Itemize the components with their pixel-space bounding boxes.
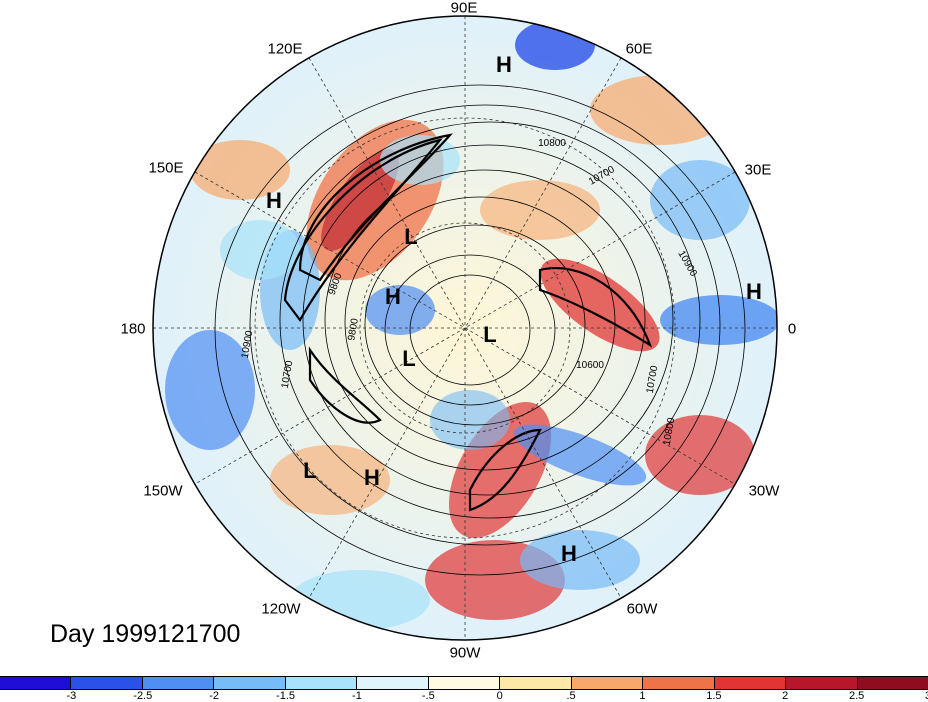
colorbar-swatch [214,677,286,689]
contour-label: 10900 [240,329,256,359]
colorbar-swatch [714,677,787,689]
pressure-center-l: L [483,322,496,347]
pressure-center-l: L [402,346,415,371]
colorbar-swatch [571,677,644,689]
colorbar-tick-label: -2 [209,690,220,702]
lon-label-60e: 60E [625,40,653,58]
colorbar-swatch [357,677,429,689]
colorbar-swatch [500,677,572,689]
colorbar-tick-label: 2 [782,690,789,702]
pressure-center-l: L [404,224,417,249]
contour-label: 10700 [645,364,661,394]
pressure-center-h: H [496,52,512,77]
colorbar-tick-label: .5 [566,690,576,702]
contour-label: 10600 [576,360,604,371]
contour-label: 10800 [662,416,678,446]
pressure-center-h: H [746,279,762,304]
lon-label-60w: 60W [626,600,658,618]
lon-label-30e: 30E [744,161,772,179]
pressure-center-h: H [561,541,577,566]
lon-label-120w: 120W [261,600,301,618]
lon-label-90e: 90E [450,0,478,17]
jet-contours [283,133,653,512]
map-border [152,15,778,641]
colorbar-swatch [0,677,72,689]
day-label: Day 1999121700 [50,620,241,648]
colorbar-tick-label: -2.5 [133,690,153,702]
colorbar-tick-label: 3 [925,690,928,702]
pressure-center-h: H [385,284,401,309]
colorbar-tick-label: 1 [639,690,646,702]
lon-label-0: 0 [787,320,797,338]
colorbar-swatch [643,677,715,689]
lon-label-150e: 150E [148,159,184,177]
colorbar-swatch [142,677,215,689]
height-contours [214,84,746,576]
colorbar-swatch [428,677,501,689]
lon-label-30w: 30W [748,482,780,500]
colorbar-tick-label: 2.5 [848,690,865,702]
colorbar [0,676,928,690]
colorbar-tick-label: 0 [496,690,503,702]
colorbar-swatch [285,677,358,689]
lon-label-120e: 120E [267,40,303,58]
colorbar-tick-label: -3 [66,690,77,702]
lon-label-90w: 90W [449,644,481,662]
colorbar-tick-label: -1.5 [276,690,296,702]
colorbar-tick-label: -.5 [421,690,435,702]
lon-label-180: 180 [120,320,146,338]
contour-label: 10700 [280,359,296,389]
colorbar-swatch [857,677,928,689]
colorbar-tick-label: 1.5 [706,690,722,702]
contour-label: 9800 [346,317,361,341]
pressure-centers: H H L H L L H L H H [266,52,762,566]
contour-label: 10800 [538,138,566,149]
lon-label-150w: 150W [143,482,183,500]
graticule [153,16,777,640]
pressure-center-h: H [364,465,380,490]
colorbar-tick-label: -1 [352,690,362,702]
colorbar-swatch [786,677,858,689]
pressure-center-h: H [266,188,282,213]
colorbar-swatch [71,677,143,689]
pressure-center-l: L [303,458,316,483]
